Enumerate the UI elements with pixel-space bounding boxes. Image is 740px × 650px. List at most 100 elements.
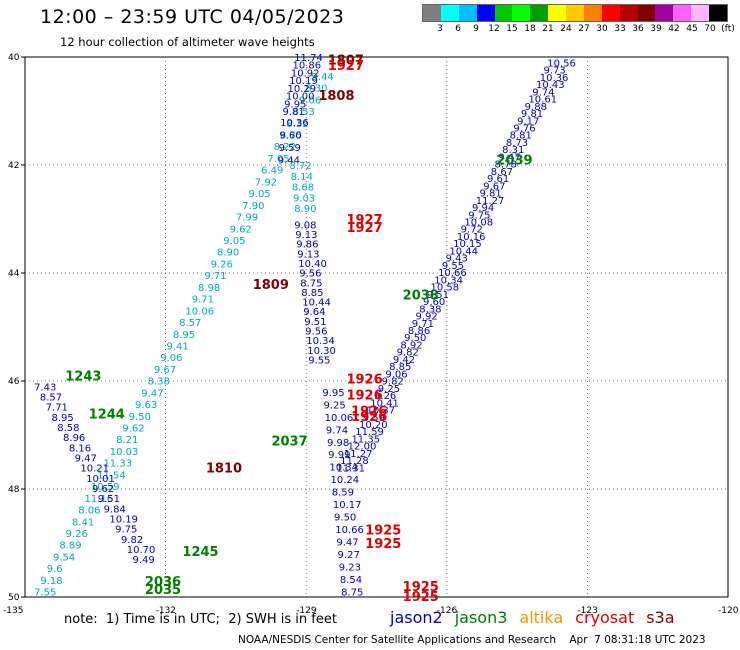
wave-height-value: 7.05: [267, 154, 289, 165]
wave-height-value: 8.30: [305, 84, 327, 95]
color-scale-label: 6: [455, 24, 461, 34]
satellite-legend-cryosat: cryosat: [575, 608, 635, 627]
wave-height-value: 10.59: [91, 482, 120, 493]
pass-time-label: 1243: [65, 370, 101, 385]
satellite-legend: jason2 jason3 altika cryosat s3a: [390, 608, 687, 627]
wave-height-value: 8.53: [293, 107, 315, 118]
wave-height-value: 9.25: [378, 384, 400, 395]
color-scale-label: 15: [506, 24, 518, 34]
wave-height-value: 9.64: [303, 307, 325, 318]
wave-height-value: 7.99: [236, 213, 258, 224]
wave-height-value: 10.00: [286, 92, 315, 103]
latitude-tick-label: 42: [8, 161, 19, 171]
color-swatch: [530, 5, 549, 21]
wave-height-value: 9.95: [284, 99, 306, 110]
pass-time-label: 1925: [365, 537, 401, 552]
wave-height-value: 8.58: [57, 423, 79, 434]
color-scale-label: 30: [596, 24, 608, 34]
wave-height-value: 9.59: [279, 143, 301, 154]
credit-line: NOAA/NESDIS Center for Satellite Applica…: [238, 634, 706, 646]
wave-height-value: 9.73: [544, 66, 566, 77]
wave-height-value: 9.50: [334, 513, 356, 524]
pass-time-label: 2035: [145, 583, 181, 598]
wave-height-value: 9.54: [53, 552, 75, 563]
wave-height-value: 9.94: [472, 203, 494, 214]
pass-time-label: 2039: [496, 154, 532, 169]
wave-height-value: 9.81: [479, 189, 501, 200]
latitude-tick-label: 48: [8, 485, 20, 495]
color-swatch: [476, 5, 495, 21]
pass-time-labels: 1807192718082039192719271809203819261926…: [65, 54, 532, 605]
color-swatch: [709, 5, 727, 21]
wave-height-value: 9.81: [282, 107, 304, 118]
color-scale-label: 36: [632, 24, 644, 34]
color-swatch: [458, 5, 477, 21]
wave-height-value: 9.51: [427, 290, 449, 301]
latitude-tick-label: 44: [8, 269, 20, 279]
pass-time-label: 1926: [351, 405, 387, 420]
color-scale-bar: [422, 4, 728, 22]
color-scale-label: 33: [614, 24, 626, 34]
wave-height-value: 8.68: [292, 183, 314, 194]
wave-height-value: 9.98: [327, 438, 349, 449]
wave-height-value: 8.54: [340, 575, 362, 586]
latitude-tick-label: 50: [8, 593, 20, 603]
color-scale-label: 24: [560, 24, 572, 34]
wave-height-value: 9.92: [415, 312, 437, 323]
wave-height-value: 10.34: [434, 275, 463, 286]
color-scale-label: 9: [473, 24, 479, 34]
wave-height-value: 7.90: [242, 201, 264, 212]
color-scale-label: 18: [524, 24, 536, 34]
color-swatch: [440, 5, 459, 21]
wave-height-value: 9.6: [47, 564, 63, 575]
wave-height-value: 8.89: [59, 541, 81, 552]
wave-height-value: 8.75: [341, 588, 363, 599]
wave-height-value: 10.17: [333, 500, 362, 511]
wave-height-value: 9.50: [404, 333, 426, 344]
wave-height-value: 9.67: [154, 365, 176, 376]
pass-time-label: 1925: [403, 590, 439, 605]
color-swatch: [512, 5, 531, 21]
wave-height-value: 11.27: [344, 449, 373, 460]
wave-height-value: 10.19: [289, 76, 318, 87]
wave-height-value: 9.81: [521, 109, 543, 120]
color-scale-label: 70: [704, 24, 716, 34]
pass-time-label: 2036: [145, 575, 181, 590]
wave-height-value: 10.01: [86, 474, 115, 485]
wave-height-value: 10.43: [536, 80, 565, 91]
wave-height-value: 8.75: [280, 131, 302, 142]
wave-height-value: 7.92: [255, 177, 277, 188]
wave-height-value: 9.08: [294, 220, 316, 231]
wave-height-value: 9.82: [121, 535, 143, 546]
wave-height-value: 9.50: [129, 412, 151, 423]
wave-height-value: 10.06: [325, 413, 354, 424]
wave-height-value: 9.06: [160, 353, 182, 364]
longitude-tick-label: -135: [3, 606, 23, 616]
wave-height-value: 6.49: [261, 166, 283, 177]
color-swatch: [637, 5, 656, 21]
wave-height-value: 9.25: [323, 400, 345, 411]
wave-height-value: 9.63: [135, 400, 157, 411]
wave-height-value: 8.85: [301, 288, 323, 299]
wave-height-value: 10.06: [185, 306, 214, 317]
pass-time-label: 1810: [206, 461, 242, 476]
page-title: 12:00 – 23:59 UTC 04/05/2023: [40, 6, 345, 28]
pass-time-label: 1809: [253, 278, 289, 293]
wave-height-value: 8.81: [510, 131, 532, 142]
pass-time-label: 1926: [346, 372, 382, 387]
color-swatch: [691, 5, 709, 21]
wave-height-value: 10.66: [335, 525, 364, 536]
wave-height-value: 10.21: [80, 464, 109, 475]
wave-height-value: 8.73: [506, 138, 528, 149]
wave-height-value: 8.86: [408, 326, 430, 337]
wave-height-value: 9.71: [204, 271, 226, 282]
wave-height-value: 9.47: [141, 388, 163, 399]
wave-height-value: 9.82: [397, 348, 419, 359]
wave-height-value: 9.62: [92, 484, 114, 495]
wave-height-value: 10.44: [302, 298, 331, 309]
map-grid: [21, 56, 728, 598]
wave-height-value: 8.85: [389, 362, 411, 373]
wave-height-value: 9.55: [308, 355, 330, 366]
wave-height-value: 9.18: [40, 576, 62, 587]
